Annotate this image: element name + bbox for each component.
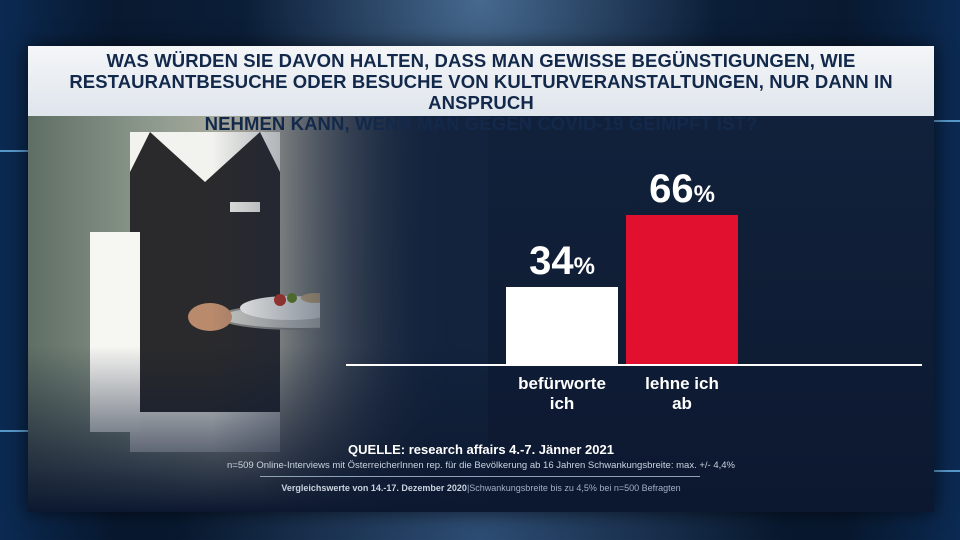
source-text: QUELLE: research affairs 4.-7. Jänner 20…: [348, 442, 614, 457]
title-line: RESTAURANTBESUCHE ODER BESUCHE VON KULTU…: [69, 71, 893, 113]
data-label-unit: %: [573, 253, 595, 280]
category-label-line: ab: [672, 394, 692, 413]
data-label: 34%: [502, 239, 622, 289]
light-streak: [0, 430, 50, 432]
bar: [506, 287, 618, 364]
data-label: 66%: [622, 167, 742, 217]
data-label-value: 34: [529, 239, 574, 283]
x-axis-line: [346, 364, 922, 366]
category-label-line: befürworte: [518, 374, 606, 393]
category-label: lehne ich ab: [612, 374, 752, 414]
category-label-line: lehne ich: [645, 374, 719, 393]
sample-note: n=509 Online-Interviews mit Österreicher…: [227, 460, 735, 471]
category-label: befürworte ich: [492, 374, 632, 414]
footer-divider: [260, 476, 700, 477]
comparison-note-rest: |Schwankungsbreite bis zu 4,5% bei n=500…: [466, 483, 681, 493]
data-label-unit: %: [693, 181, 715, 208]
title-band: [28, 46, 934, 116]
chart-title: WAS WÜRDEN SIE DAVON HALTEN, DASS MAN GE…: [28, 50, 934, 134]
photo-fade: [28, 346, 488, 512]
bar: [626, 215, 738, 364]
comparison-note-bold: Vergleichswerte von 14.-17. Dezember 202…: [281, 483, 467, 493]
chart-panel: WAS WÜRDEN SIE DAVON HALTEN, DASS MAN GE…: [28, 46, 934, 512]
data-label-value: 66: [649, 167, 694, 211]
category-label-line: ich: [549, 394, 575, 413]
title-line: NEHMEN KANN, WENN MAN GEGEN COVID-19 GEI…: [204, 113, 758, 134]
title-line: WAS WÜRDEN SIE DAVON HALTEN, DASS MAN GE…: [106, 50, 856, 71]
comparison-note: Vergleichswerte von 14.-17. Dezember 202…: [28, 483, 934, 493]
